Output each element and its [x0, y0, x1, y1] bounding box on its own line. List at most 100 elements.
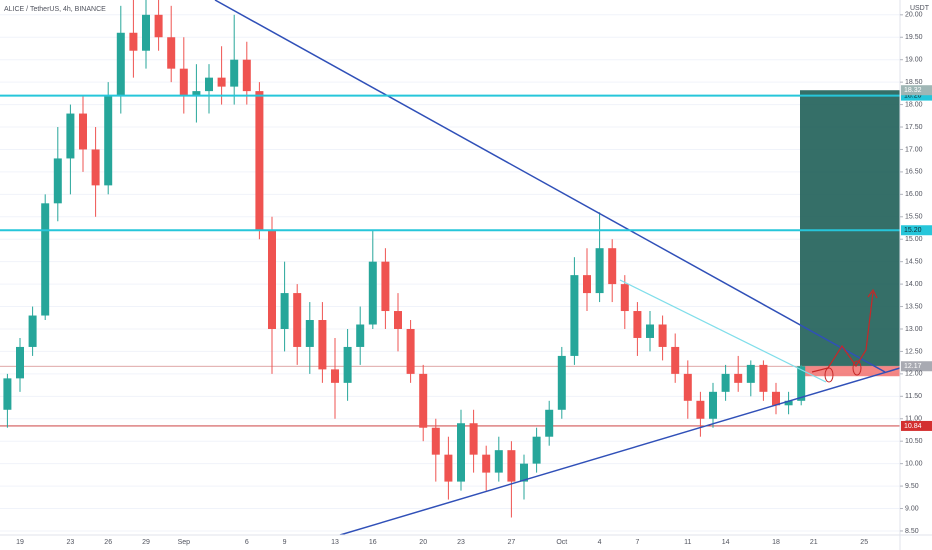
y-tick-label: 14.50 — [905, 259, 923, 266]
target-zone — [800, 90, 900, 367]
candles — [3, 0, 806, 518]
price-label: 12.17 — [904, 363, 922, 370]
marker — [852, 360, 862, 376]
trendline-up — [339, 367, 900, 535]
candle-body — [255, 91, 264, 231]
candle-body — [772, 391, 780, 406]
candle-body — [608, 248, 617, 285]
y-tick-label: 15.00 — [905, 236, 923, 243]
trendline-inner — [619, 279, 827, 383]
y-tick-label: 18.50 — [905, 79, 923, 86]
candle-body — [331, 369, 339, 383]
x-tick-label: 9 — [283, 539, 287, 546]
y-tick-label: 12.50 — [905, 348, 923, 355]
price-label-box — [901, 420, 932, 431]
y-tick-label: 16.50 — [905, 169, 923, 176]
x-tick-label: 13 — [331, 539, 339, 546]
candle-body — [658, 324, 667, 347]
candle-body — [746, 364, 755, 383]
y-tick-label: 8.50 — [905, 528, 919, 535]
candle-body — [293, 293, 302, 347]
candle-body — [280, 293, 289, 329]
candle-body — [532, 436, 541, 464]
candle-body — [759, 364, 768, 392]
candle-body — [242, 59, 251, 92]
candle-body — [469, 423, 478, 455]
candle-body — [696, 400, 705, 419]
candle-body — [192, 91, 201, 96]
candle-body — [734, 373, 743, 383]
candle-body — [646, 324, 654, 338]
candle-body — [431, 427, 440, 455]
candle-body — [570, 275, 579, 356]
candle-body — [53, 158, 62, 204]
x-tick-label: 23 — [457, 539, 465, 546]
candle-body — [545, 409, 554, 437]
y-tick-label: 13.00 — [905, 326, 923, 333]
position-zones — [0, 90, 900, 427]
candle-body — [343, 346, 352, 383]
candle-body — [494, 450, 503, 473]
x-tick-label: 26 — [104, 539, 112, 546]
y-tick-label: 19.50 — [905, 34, 923, 41]
x-tick-label: Sep — [178, 539, 191, 546]
y-tick-label: 10.50 — [905, 438, 923, 445]
projection-path — [811, 291, 874, 373]
y-tick-label: 13.50 — [905, 303, 923, 310]
drawings — [214, 0, 900, 535]
x-tick-label: 29 — [142, 539, 150, 546]
candle-body — [217, 77, 226, 87]
y-tick-label: 12.00 — [905, 371, 923, 378]
grid — [0, 14, 900, 532]
candle-body — [28, 315, 37, 347]
level-label: 18.20 — [904, 92, 922, 99]
candle-body — [671, 346, 680, 374]
candle-body — [381, 261, 390, 312]
candle-body — [104, 95, 113, 186]
candle-body — [595, 248, 604, 294]
x-tick-label: 11 — [684, 539, 691, 546]
candle-body — [797, 366, 806, 401]
candle-body — [129, 32, 138, 51]
level-label: 15.20 — [904, 227, 922, 234]
y-unit: USDT — [910, 5, 930, 12]
y-tick-label: 16.00 — [905, 191, 923, 198]
candle-body — [230, 59, 239, 87]
candle-body — [205, 77, 213, 92]
candle-body — [683, 373, 692, 401]
x-tick-label: 23 — [67, 539, 75, 546]
candle-body — [66, 113, 75, 159]
candle-body — [41, 203, 50, 316]
candle-body — [16, 346, 24, 379]
projection-arrow — [867, 288, 878, 299]
candle-body — [356, 324, 365, 347]
axes: 8.509.009.5010.0010.5011.0011.5012.0012.… — [16, 12, 923, 546]
x-tick-label: 21 — [810, 539, 818, 546]
price-label: 10.84 — [904, 423, 922, 430]
y-tick-label: 9.50 — [905, 483, 919, 490]
price-label-box — [901, 85, 932, 96]
y-tick-label: 17.00 — [905, 146, 923, 153]
candle-body — [557, 355, 566, 410]
candle-body — [507, 450, 516, 482]
candle-body — [116, 32, 125, 96]
x-tick-label: 4 — [598, 539, 602, 546]
trendline-down — [214, 0, 886, 373]
candle-body — [784, 400, 793, 406]
y-tick-label: 17.50 — [905, 124, 923, 131]
x-tick-label: 7 — [635, 539, 639, 546]
y-tick-label: 15.50 — [905, 214, 923, 221]
x-tick-label: 14 — [722, 539, 730, 546]
level-label-box — [901, 225, 932, 236]
x-tick-label: 6 — [245, 539, 249, 546]
candle-body — [709, 391, 717, 419]
y-tick-label: 10.00 — [905, 460, 923, 467]
candle-body — [268, 230, 276, 329]
x-tick-label: 16 — [369, 539, 377, 546]
x-tick-label: 19 — [16, 539, 24, 546]
candle-body — [620, 284, 629, 312]
x-tick-label: 27 — [508, 539, 516, 546]
candle-body — [583, 275, 591, 294]
